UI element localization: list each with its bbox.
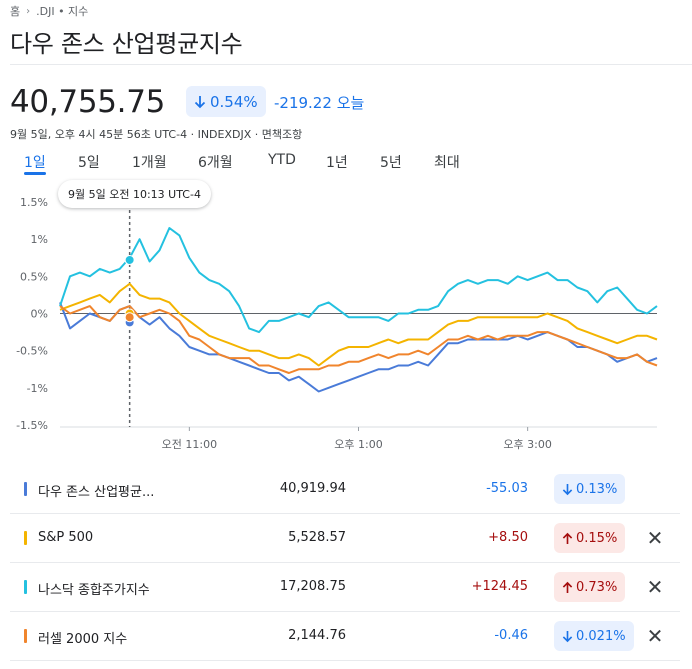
series-color-swatch: [24, 531, 27, 545]
price-meta: 9월 5일, 오후 4시 45분 56초 UTC-4 · INDEXDJX · …: [10, 128, 303, 141]
change-absolute: -219.22 오늘: [274, 92, 364, 113]
comparison-row[interactable]: 다우 존스 산업평균... 40,919.94 -55.03 0.13%: [10, 465, 680, 514]
comparison-value: 5,528.57: [288, 530, 346, 545]
y-tick-label: 1.5%: [20, 196, 48, 209]
hover-tooltip: 9월 5일 오전 10:13 UTC-4: [58, 180, 211, 208]
comparison-row[interactable]: 나스닥 종합주가지수 17,208.75 +124.45 0.73% ✕: [10, 563, 680, 612]
current-price: 40,755.75: [10, 84, 166, 120]
breadcrumb-current: .DJI • 지수: [36, 5, 89, 18]
change-period: 오늘: [336, 94, 365, 112]
tab-1d[interactable]: 1일: [24, 155, 46, 171]
arrow-down-icon: [562, 483, 573, 495]
comparison-name: 다우 존스 산업평균...: [38, 485, 155, 500]
tab-5y[interactable]: 5년: [380, 155, 402, 171]
tab-1m[interactable]: 1개월: [132, 155, 167, 171]
hover-point-3: [124, 312, 135, 323]
comparison-change: +8.50: [488, 530, 528, 545]
x-tick-label: 오후 1:00: [334, 438, 382, 451]
tab-1y[interactable]: 1년: [326, 155, 348, 171]
y-tick-label: 1%: [31, 233, 48, 246]
tab-6m[interactable]: 6개월: [198, 155, 233, 171]
comparison-row[interactable]: 러셀 2000 지수 2,144.76 -0.46 0.021% ✕: [10, 612, 680, 661]
y-tick-label: -0.5%: [16, 345, 48, 358]
comparison-name: 러셀 2000 지수: [38, 632, 128, 647]
comparison-value: 2,144.76: [288, 628, 346, 643]
comparison-percent-badge: 0.13%: [554, 474, 626, 504]
comparison-change: +124.45: [471, 579, 528, 594]
series-color-swatch: [24, 482, 27, 496]
comparison-percent-badge: 0.15%: [554, 523, 626, 553]
breadcrumb: 홈 › .DJI • 지수: [10, 4, 88, 18]
breadcrumb-home[interactable]: 홈: [10, 5, 21, 18]
comparison-percent: 0.13%: [576, 481, 618, 497]
arrow-down-icon: [562, 630, 573, 642]
tab-max[interactable]: 최대: [434, 155, 460, 171]
comparison-name: S&P 500: [38, 530, 94, 545]
tab-5d[interactable]: 5일: [78, 155, 100, 171]
comparison-change: -0.46: [494, 628, 528, 643]
comparison-percent-badge: 0.021%: [554, 621, 634, 651]
change-percent: 0.54%: [210, 92, 258, 111]
arrow-down-icon: [194, 95, 206, 108]
comparison-percent-badge: 0.73%: [554, 572, 626, 602]
series-color-swatch: [24, 629, 27, 643]
price-chart[interactable]: 1.5% 1% 0.5% 0% -0.5% -1% -1.5% 오전 11:00 오후 1:00…: [0, 180, 692, 455]
change-percent-badge: 0.54%: [186, 86, 266, 117]
series-line-1: [59, 282, 658, 367]
active-tab-indicator: [24, 172, 46, 175]
y-tick-label: -1%: [27, 382, 48, 395]
arrow-up-icon: [562, 581, 573, 593]
series-color-swatch: [24, 580, 27, 594]
comparison-change: -55.03: [486, 481, 528, 496]
x-tick-label: 오전 11:00: [162, 438, 217, 451]
series-line-2: [59, 227, 658, 334]
chevron-right-icon: ›: [26, 5, 31, 17]
arrow-up-icon: [562, 532, 573, 544]
y-tick-label: 0.5%: [20, 270, 48, 283]
tab-ytd[interactable]: YTD: [268, 152, 296, 168]
comparison-percent: 0.15%: [576, 530, 618, 546]
close-icon[interactable]: ✕: [646, 624, 664, 648]
comparison-row[interactable]: S&P 500 5,528.57 +8.50 0.15% ✕: [10, 514, 680, 563]
series-line-3: [59, 305, 658, 374]
divider: [10, 64, 692, 65]
comparison-percent: 0.021%: [576, 628, 626, 644]
comparison-value: 40,919.94: [279, 481, 346, 496]
y-tick-label: -1.5%: [16, 419, 48, 432]
close-icon[interactable]: ✕: [646, 575, 664, 599]
close-icon[interactable]: ✕: [646, 526, 664, 550]
hover-point-2: [124, 254, 135, 265]
comparison-name: 나스닥 종합주가지수: [38, 583, 150, 598]
x-tick-label: 오후 3:00: [503, 438, 551, 451]
comparison-percent: 0.73%: [576, 579, 618, 595]
page-title: 다우 존스 산업평균지수: [10, 30, 243, 58]
comparison-value: 17,208.75: [279, 579, 346, 594]
change-absolute-value: -219.22: [274, 94, 332, 112]
y-tick-label: 0%: [31, 308, 48, 321]
